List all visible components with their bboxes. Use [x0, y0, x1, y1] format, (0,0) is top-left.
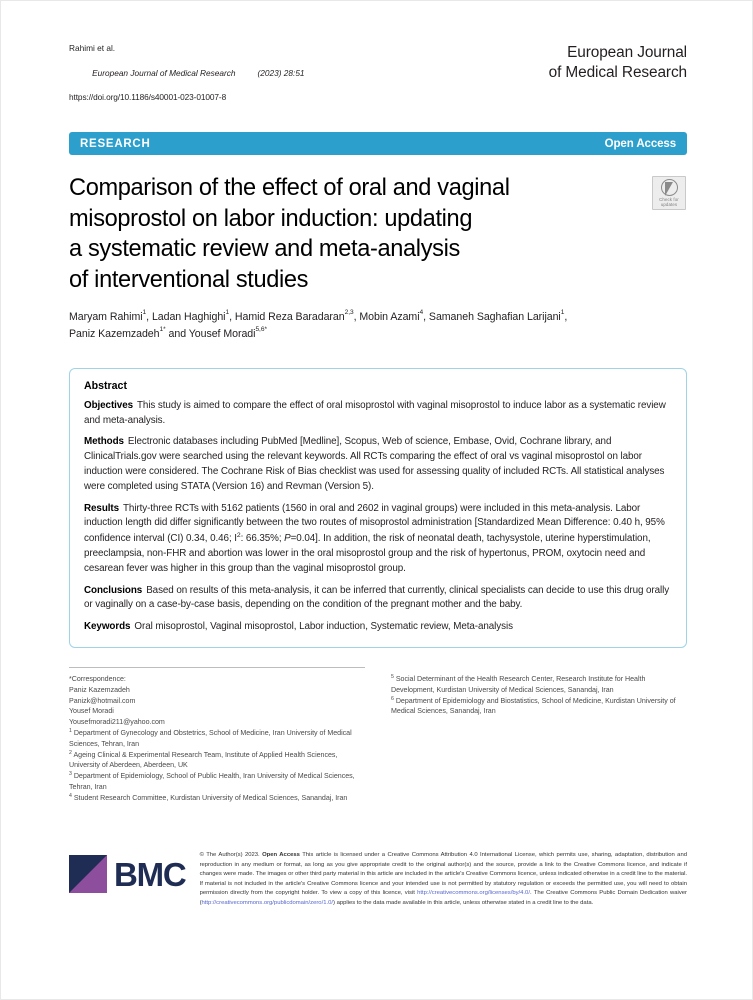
- license-link-cc-by[interactable]: http://creativecommons.org/licenses/by/4…: [417, 890, 530, 897]
- abstract-section-keywords: Keywords Oral misoprostol, Vaginal misopr…: [84, 620, 672, 635]
- bmc-logo-icon: [69, 855, 107, 893]
- check-for-updates-badge[interactable]: Check for updates: [652, 176, 686, 211]
- affiliation-5-text: Social Determinant of the Health Researc…: [391, 675, 646, 694]
- license-open-access-label: Open Access: [262, 852, 300, 858]
- bmc-logo: BMC: [69, 849, 187, 893]
- abstract-text-methods: Electronic databases including PubMed [M…: [84, 436, 665, 492]
- abstract-label-results: Results: [84, 502, 119, 514]
- correspondence-label: *Correspondence:: [69, 675, 126, 684]
- affiliation-6-marker: 6: [391, 695, 394, 702]
- license-body-2: . The Creative Commons Public Domain Ded…: [199, 890, 687, 906]
- license-text: © The Author(s) 2023. Open Access This a…: [200, 849, 687, 908]
- affiliation-2: 2 Ageing Clinical & Experimental Researc…: [69, 750, 365, 772]
- abstract-section-conclusions: Conclusions Based on results of this meta…: [84, 584, 672, 614]
- affiliation-4-text: Student Research Committee, Kurdistan Un…: [73, 793, 348, 802]
- abstract-pvalue-italic: P: [284, 533, 291, 545]
- author-line-2: Paniz Kazemzadeh1* and Yousef Moradi5,6*: [69, 325, 267, 340]
- footnotes-left-column: *Correspondence: Paniz Kazemzadeh Panizk…: [69, 667, 365, 803]
- footnotes: *Correspondence: Paniz Kazemzadeh Panizk…: [69, 667, 687, 803]
- affiliation-3-text: Department of Epidemiology, School of Pu…: [69, 772, 355, 791]
- abstract-label-conclusions: Conclusions: [84, 584, 143, 596]
- affiliation-1-marker: 1: [69, 727, 72, 734]
- corresponding-author-1-email[interactable]: Panizk@hotmail.com: [69, 696, 136, 705]
- abstract-text-results-part3: =0.04]. In addition, the risk of neonata…: [84, 533, 651, 574]
- bmc-logo-wordmark: BMC: [114, 855, 187, 893]
- license-body-1: This article is licensed under a Creativ…: [199, 852, 687, 897]
- citation-journal-row: European Journal of Medical Research (202…: [69, 54, 305, 91]
- abstract-section-objectives: Objectives This study is aimed to compare…: [84, 399, 672, 429]
- affiliation-3-marker: 3: [69, 771, 72, 778]
- abstract-text-results-part1: Thirty-three RCTs with 5162 patients (15…: [84, 502, 665, 545]
- article-type-label: RESEARCH: [80, 137, 151, 150]
- license-body-3: ) applies to the data made available in …: [332, 899, 594, 906]
- masthead: Rahimi et al. European Journal of Medica…: [69, 1, 687, 103]
- title-row: Comparison of the effect of oral and vag…: [69, 173, 687, 295]
- abstract-label-methods: Methods: [84, 436, 124, 448]
- corresponding-author-2-name: Yousef Moradi: [69, 707, 114, 716]
- citation-block: Rahimi et al. European Journal of Medica…: [69, 42, 305, 103]
- citation-authors: Rahimi et al.: [69, 43, 116, 53]
- affiliation-5: 5 Social Determinant of the Health Resea…: [391, 674, 687, 696]
- affiliation-6-text: Department of Epidemiology and Biostatis…: [391, 696, 676, 716]
- citation-volume: (2023) 28:51: [257, 67, 305, 78]
- citation-doi[interactable]: https://doi.org/10.1186/s40001-023-01007…: [69, 92, 227, 103]
- affiliation-3: 3 Department of Epidemiology, School of …: [69, 771, 365, 793]
- citation-journal: European Journal of Medical Research: [92, 67, 236, 78]
- license-link-cc-zero[interactable]: http://creativecommons.org/publicdomain/…: [201, 899, 333, 906]
- abstract-label-objectives: Objectives: [84, 399, 133, 411]
- license-block: BMC © The Author(s) 2023. Open Access Th…: [69, 849, 687, 908]
- crossmark-icon: [660, 179, 678, 197]
- footnotes-right-column: 5 Social Determinant of the Health Resea…: [391, 667, 687, 803]
- abstract-text-results-part2: : 66.35%;: [240, 533, 285, 545]
- abstract-i-squared-sup: 2: [236, 532, 241, 540]
- affiliation-6: 6 Department of Epidemiology and Biostat…: [391, 696, 687, 718]
- affiliation-4-marker: 4: [69, 792, 72, 799]
- affiliation-2-marker: 2: [69, 749, 72, 756]
- title-line-2: misoprostol on labor induction: updating: [69, 205, 473, 232]
- abstract-heading: Abstract: [84, 379, 127, 392]
- journal-masthead-title: European Journal of Medical Research: [549, 42, 687, 83]
- article-type-banner: RESEARCH Open Access: [69, 132, 687, 156]
- affiliation-2-text: Ageing Clinical & Experimental Research …: [69, 750, 338, 770]
- abstract-label-keywords: Keywords: [84, 621, 131, 633]
- footnote-divider: [69, 667, 365, 669]
- corresponding-author-2-email[interactable]: Yousefmoradi211@yahoo.com: [69, 718, 165, 727]
- abstract-box: Abstract Objectives This study is aimed t…: [69, 367, 687, 649]
- title-line-1: Comparison of the effect of oral and vag…: [69, 175, 510, 202]
- abstract-section-methods: Methods Electronic databases including Pu…: [84, 435, 672, 494]
- abstract-section-results: Results Thirty-three RCTs with 5162 patie…: [84, 502, 672, 577]
- abstract-text-keywords: Oral misoprostol, Vaginal misoprostol, L…: [134, 621, 513, 633]
- page-content: Rahimi et al. European Journal of Medica…: [69, 1, 687, 803]
- journal-title-line1: European Journal: [567, 44, 687, 61]
- affiliation-5-marker: 5: [391, 674, 394, 681]
- journal-title-line2: of Medical Research: [548, 64, 687, 82]
- title-line-4: of interventional studies: [69, 266, 309, 293]
- affiliation-4: 4 Student Research Committee, Kurdistan …: [69, 793, 365, 804]
- affiliation-1-text: Department of Gynecology and Obstetrics,…: [69, 728, 352, 748]
- title-line-3: a systematic review and meta-analysis: [69, 236, 460, 263]
- abstract-text-conclusions: Based on results of this meta-analysis, …: [84, 584, 670, 611]
- crossmark-line1: Check for: [659, 197, 679, 203]
- affiliation-1: 1 Department of Gynecology and Obstetric…: [69, 728, 365, 750]
- author-list: Maryam Rahimi1, Ladan Haghighi1, Hamid R…: [69, 308, 669, 342]
- license-copyright: © The Author(s) 2023.: [199, 852, 260, 858]
- corresponding-author-1-name: Paniz Kazemzadeh: [69, 685, 130, 694]
- abstract-text-objectives: This study is aimed to compare the effec…: [84, 399, 666, 426]
- crossmark-line2: updates: [660, 202, 678, 208]
- author-line-1: Maryam Rahimi1, Ladan Haghighi1, Hamid R…: [69, 308, 568, 323]
- page-title: Comparison of the effect of oral and vag…: [69, 173, 510, 295]
- open-access-label: Open Access: [604, 137, 676, 150]
